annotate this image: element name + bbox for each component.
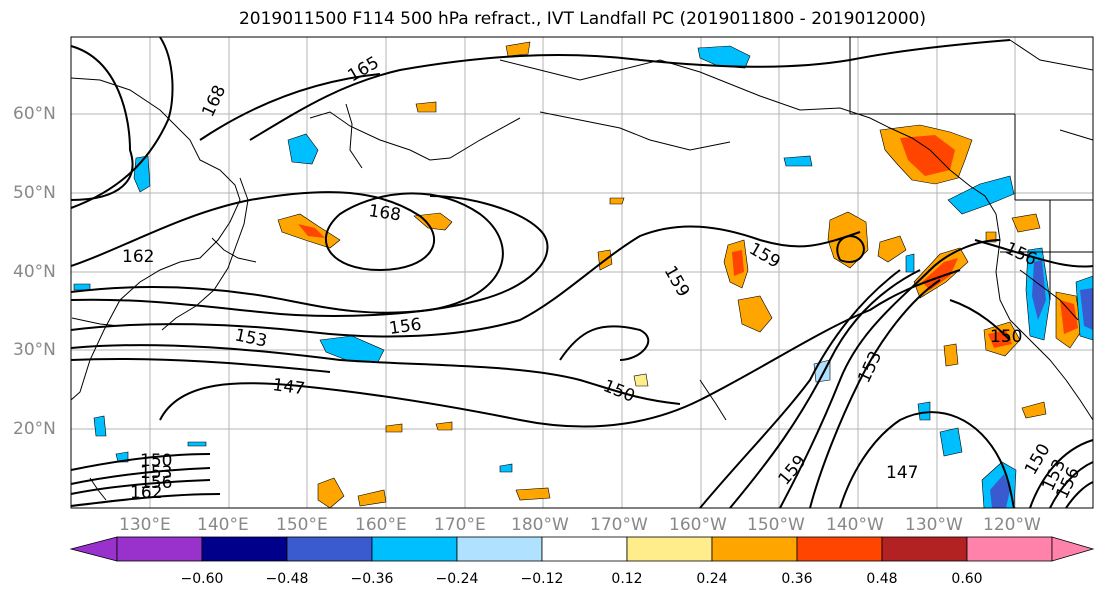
shade-patch (298, 224, 325, 238)
colorbar-tick: 0.36 (781, 571, 813, 587)
colorbar-segment (456, 536, 543, 562)
shade-patch (385, 423, 403, 433)
colorbar-tick: 0.12 (611, 571, 643, 587)
shade-patch (943, 343, 959, 367)
shade-patch (1011, 213, 1041, 233)
contour-label: 147 (271, 375, 306, 399)
shade-patch (939, 427, 963, 457)
colorbar-segment (286, 536, 373, 562)
lon-label: 160°E (355, 515, 407, 535)
shade-patch (505, 41, 531, 57)
lat-label: 20°N (13, 419, 56, 439)
colorbar-tick: −0.36 (350, 571, 394, 587)
colorbar-tick: −0.12 (520, 571, 564, 587)
contour-label: 153 (140, 463, 172, 483)
lon-label: 150°E (276, 515, 328, 535)
lon-label: 140°E (197, 515, 249, 535)
shade-patch (1032, 260, 1046, 320)
shade-patch (115, 451, 129, 463)
colorbar (69, 536, 1095, 562)
colorbar-tick: 0.60 (951, 571, 983, 587)
colorbar-segment (541, 536, 628, 562)
colorbar-segment (711, 536, 798, 562)
lon-label: 130°W (905, 515, 963, 535)
colorbar-tick: −0.48 (265, 571, 309, 587)
contour-label: 147 (886, 463, 918, 483)
map-title: 2019011500 F114 500 hPa refract., IVT La… (238, 9, 926, 29)
contours (70, 36, 1094, 509)
shade-patch (737, 295, 773, 333)
shade-patch (317, 477, 345, 509)
shade-patch (499, 463, 513, 473)
colorbar-segment (201, 536, 288, 562)
shade-patch (633, 373, 649, 387)
lon-label: 150°W (747, 515, 805, 535)
shade-patch (877, 235, 907, 263)
contour-label: 162 (130, 483, 162, 503)
lon-label: 160°W (669, 515, 727, 535)
shade-patch (287, 133, 319, 165)
colorbar-segment (626, 536, 713, 562)
colorbar-segment (371, 536, 458, 562)
shade-patch (732, 250, 744, 276)
lon-label: 120°W (983, 515, 1041, 535)
shade-patch (988, 330, 1012, 348)
lon-label: 180°W (511, 515, 569, 535)
shade-patch (1060, 300, 1078, 334)
colorbar-segment (796, 536, 883, 562)
colorbar-segment (881, 536, 968, 562)
colorbar-extend-high (1051, 536, 1095, 562)
shade-patch (900, 135, 955, 176)
shade-patch (609, 197, 625, 205)
contour-label: 156 (140, 473, 172, 493)
colorbar-extend-low (69, 536, 118, 562)
contour-label-group: 165 168 168 162 159 159 156 153 156 150 … (122, 53, 1084, 503)
shade-patch (917, 401, 931, 421)
contour-label: 168 (367, 201, 402, 225)
lon-label: 170°W (590, 515, 648, 535)
contour-label: 156 (388, 315, 423, 339)
lon-label: 140°W (826, 515, 884, 535)
shade-patch (990, 474, 1010, 508)
lat-label: 60°N (13, 104, 56, 124)
shade-patch (357, 489, 387, 507)
lon-label: 170°E (434, 515, 486, 535)
lat-label: 30°N (13, 340, 56, 360)
shade-patch (93, 415, 107, 437)
colorbar-segment (116, 536, 203, 562)
shade-patch (435, 421, 453, 431)
shade-patch (1080, 288, 1093, 330)
colorbar-tick: −0.60 (180, 571, 224, 587)
shade-patch (905, 253, 915, 273)
contour-label: 150 (140, 451, 172, 471)
shade-patch (922, 258, 958, 290)
shade-patch (697, 45, 751, 69)
shade-patch (413, 212, 453, 231)
colorbar-segment (966, 536, 1053, 562)
shade-patch (783, 155, 813, 167)
colorbar-tick: 0.24 (696, 571, 728, 587)
shade-patch (1021, 401, 1047, 419)
lat-label: 50°N (13, 183, 56, 203)
borders (849, 37, 1094, 321)
shade-patch (187, 441, 207, 447)
colorbar-tick: 0.48 (866, 571, 898, 587)
shade-patch (73, 283, 91, 291)
colorbar-tick: −0.24 (435, 571, 479, 587)
contour-label: 150 (990, 327, 1022, 347)
shade-patch (415, 101, 437, 113)
lat-label: 40°N (13, 262, 56, 282)
shade-patch (947, 175, 1015, 215)
lon-label: 130°E (119, 515, 171, 535)
shade-patch (515, 487, 551, 501)
contour-label: 162 (122, 247, 154, 267)
